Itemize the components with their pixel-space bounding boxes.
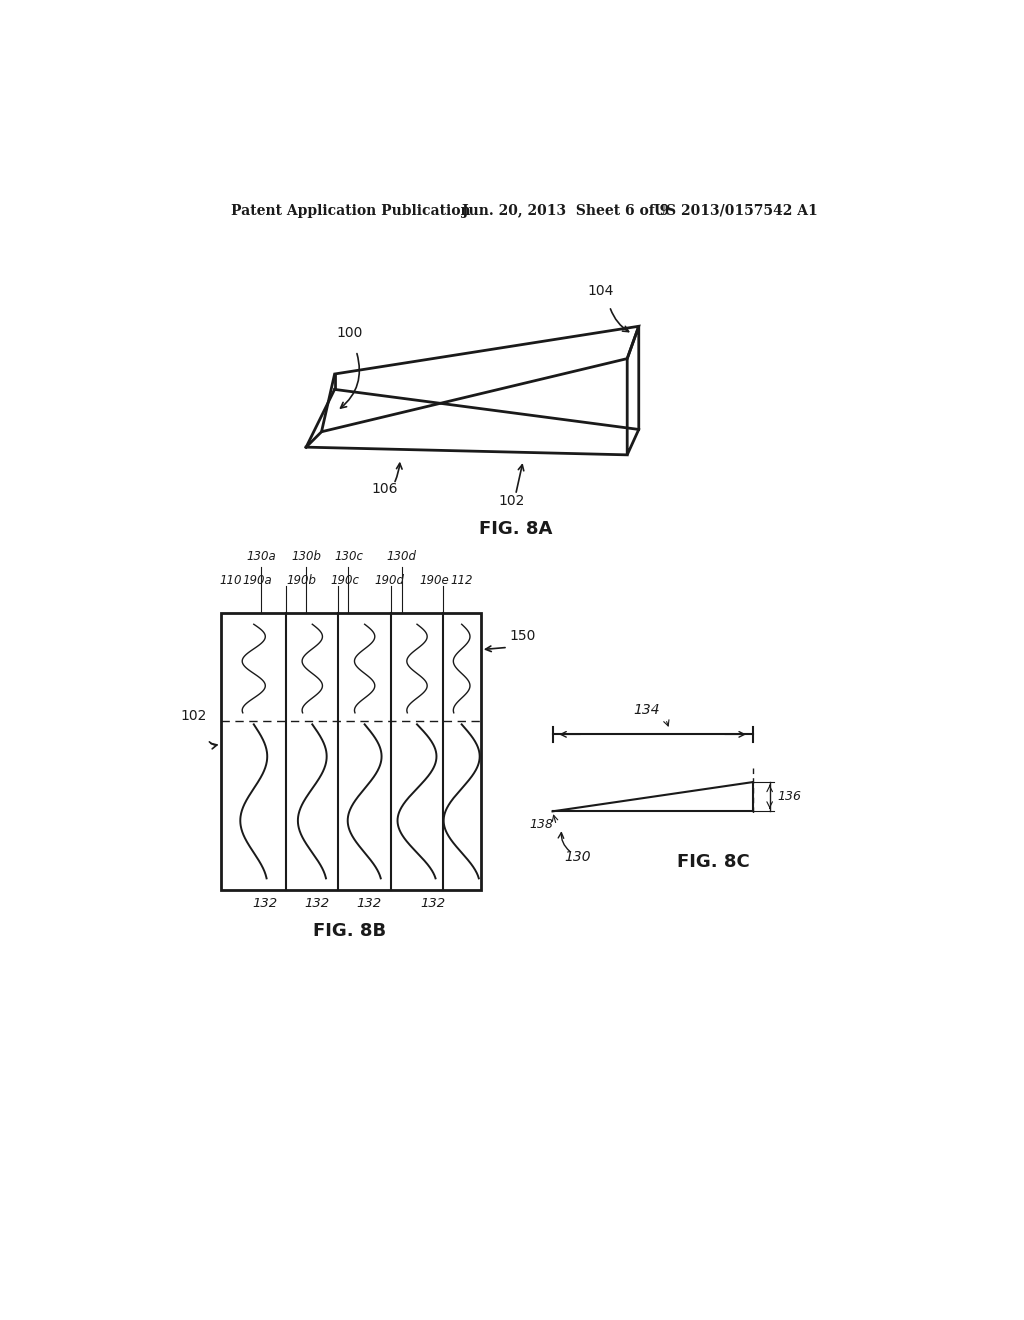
Text: 130d: 130d [387,550,417,564]
Text: 150: 150 [509,628,536,643]
Text: 190e: 190e [420,574,450,587]
Text: 134: 134 [633,704,659,717]
Text: 132: 132 [356,896,382,909]
Text: FIG. 8B: FIG. 8B [313,923,387,940]
Text: 132: 132 [253,896,278,909]
Text: 138: 138 [529,818,553,832]
Text: 110: 110 [219,574,242,587]
Text: 130b: 130b [291,550,322,564]
Text: 190c: 190c [330,574,359,587]
Text: US 2013/0157542 A1: US 2013/0157542 A1 [654,203,818,218]
Text: 130a: 130a [247,550,276,564]
Text: FIG. 8C: FIG. 8C [677,853,750,871]
Text: 136: 136 [777,791,802,804]
Bar [221,612,481,890]
Text: 190d: 190d [375,574,404,587]
Text: 104: 104 [587,285,613,298]
Text: 130c: 130c [334,550,362,564]
Text: 112: 112 [451,574,473,587]
Text: 190b: 190b [287,574,316,587]
Text: 106: 106 [372,482,398,496]
Text: 102: 102 [499,494,525,508]
Text: Patent Application Publication: Patent Application Publication [230,203,470,218]
Text: 132: 132 [304,896,330,909]
Text: 190a: 190a [242,574,271,587]
Text: 132: 132 [421,896,445,909]
Text: Jun. 20, 2013  Sheet 6 of 9: Jun. 20, 2013 Sheet 6 of 9 [462,203,669,218]
Text: FIG. 8A: FIG. 8A [479,520,552,539]
Text: 130: 130 [564,850,591,863]
Text: 102: 102 [180,710,207,723]
Text: 100: 100 [337,326,364,341]
